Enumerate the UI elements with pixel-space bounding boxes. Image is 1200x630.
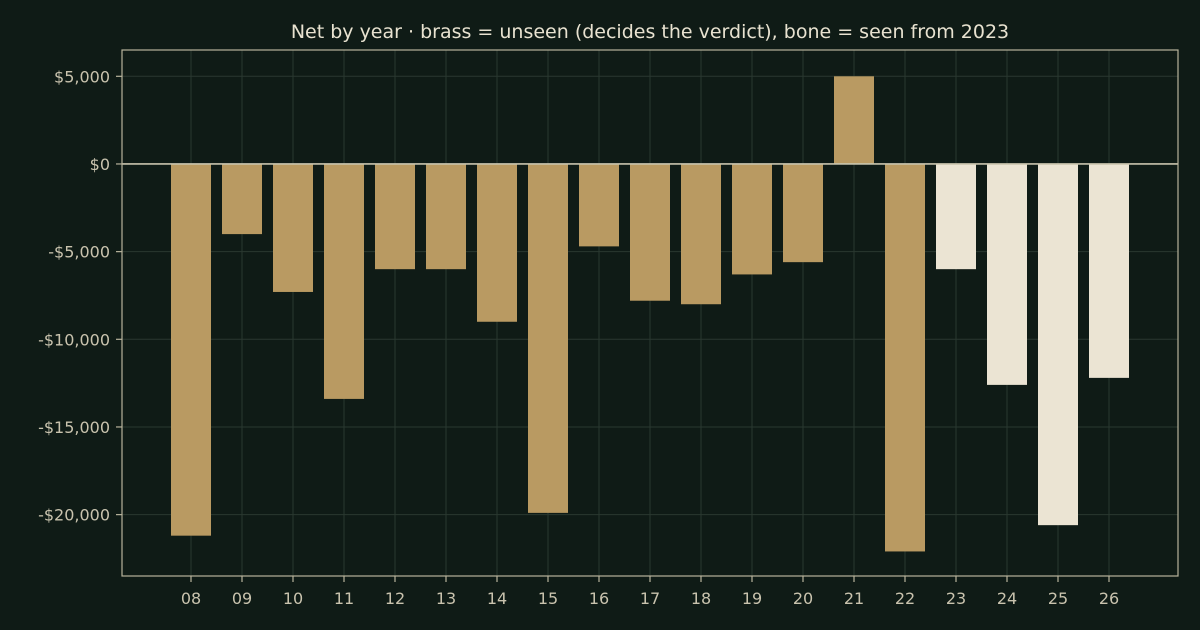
- x-tick-label: 09: [232, 589, 252, 608]
- x-tick-label: 10: [283, 589, 303, 608]
- chart-title: Net by year · brass = unseen (decides th…: [291, 21, 1009, 43]
- bar-18: [681, 163, 721, 305]
- x-tick-label: 18: [691, 589, 711, 608]
- bar-09: [222, 163, 262, 235]
- bar-10: [273, 163, 313, 292]
- x-tick-label: 25: [1048, 589, 1068, 608]
- x-tick-label: 11: [334, 589, 354, 608]
- bars: [171, 76, 1129, 552]
- x-tick-label: 12: [385, 589, 405, 608]
- x-tick-label: 26: [1099, 589, 1119, 608]
- y-axis-ticks: $5,000 $0 -$5,000 -$10,000 -$15,000 -$20,000: [38, 67, 122, 525]
- x-tick-label: 13: [436, 589, 456, 608]
- y-tick-label: $5,000: [54, 67, 110, 86]
- y-tick-label: -$15,000: [38, 418, 110, 437]
- bar-22: [885, 163, 925, 552]
- x-tick-label: 21: [844, 589, 864, 608]
- bar-21: [834, 76, 874, 164]
- bar-15: [528, 163, 568, 513]
- bar-12: [375, 163, 415, 270]
- x-tick-label: 24: [997, 589, 1017, 608]
- x-tick-label: 16: [589, 589, 609, 608]
- bar-24: [987, 163, 1027, 385]
- y-tick-label: -$10,000: [38, 330, 110, 349]
- bar-11: [324, 163, 364, 399]
- bar-23: [936, 163, 976, 270]
- x-tick-label: 14: [487, 589, 507, 608]
- bar-17: [630, 163, 670, 301]
- y-tick-label: $0: [90, 155, 110, 174]
- bar-13: [426, 163, 466, 270]
- x-tick-label: 15: [538, 589, 558, 608]
- bar-14: [477, 163, 517, 322]
- x-tick-label: 17: [640, 589, 660, 608]
- y-tick-label: -$20,000: [38, 506, 110, 525]
- bar-26: [1089, 163, 1129, 378]
- x-tick-label: 23: [946, 589, 966, 608]
- x-tick-label: 20: [793, 589, 813, 608]
- bar-08: [171, 163, 211, 536]
- x-tick-label: 19: [742, 589, 762, 608]
- bar-25: [1038, 163, 1078, 526]
- bar-19: [732, 163, 772, 275]
- x-tick-label: 08: [181, 589, 201, 608]
- y-tick-label: -$5,000: [48, 243, 110, 262]
- bar-16: [579, 163, 619, 247]
- x-tick-label: 22: [895, 589, 915, 608]
- bar-20: [783, 163, 823, 263]
- x-axis-ticks: 08 09 10 11 12 13 14 15 16 17 18 19 20 21 22 23 24 25 26: [181, 576, 1119, 608]
